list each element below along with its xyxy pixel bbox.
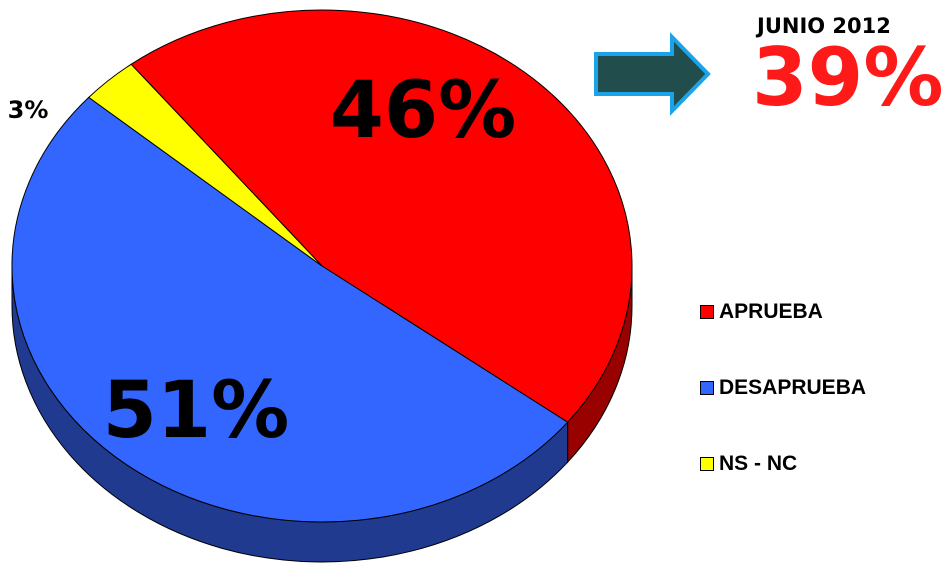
- data-label-aprueba: 46%: [330, 66, 517, 156]
- annotation-value: 39%: [752, 31, 944, 124]
- legend-label: APRUEBA: [719, 300, 823, 323]
- legend-label: DESAPRUEBA: [719, 376, 867, 399]
- pie-slice-desaprueba: [11, 96, 569, 523]
- pie-slice-ns-nc: [87, 63, 323, 267]
- legend-item-aprueba: APRUEBA: [700, 300, 866, 323]
- legend-swatch-aprueba: [700, 305, 714, 319]
- annotation-title: JUNIO 2012: [757, 14, 891, 38]
- pie-layer: [11, 9, 633, 563]
- legend-item-ns-nc: NS - NC: [700, 452, 866, 475]
- legend-swatch-desaprueba: [700, 381, 714, 395]
- data-label-ns-nc: 3%: [8, 96, 49, 124]
- data-label-desaprueba: 51%: [103, 366, 290, 456]
- legend-swatch-ns-nc: [700, 457, 714, 471]
- arrow-icon: [594, 32, 711, 116]
- pie-slice-aprueba: [130, 9, 633, 423]
- legend-item-desaprueba: DESAPRUEBA: [700, 376, 867, 399]
- legend: APRUEBA DESAPRUEBA NS - NC: [700, 300, 867, 530]
- data-label-layer: 46% 51% 3%: [8, 66, 517, 456]
- legend-label: NS - NC: [719, 452, 798, 475]
